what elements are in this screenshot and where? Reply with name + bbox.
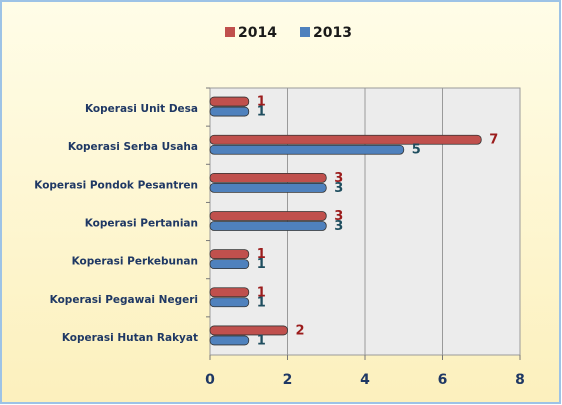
y-tick-label: Koperasi Hutan Rakyat (62, 332, 198, 344)
bar (209, 259, 250, 270)
data-label: 3 (334, 171, 343, 186)
y-tick-label: Koperasi Serba Usaha (68, 141, 198, 153)
data-label: 1 (257, 257, 266, 272)
data-label: 5 (412, 143, 421, 158)
y-tick-label: Koperasi Pegawai Negeri (50, 294, 198, 306)
data-label: 1 (257, 285, 266, 300)
data-label: 1 (257, 105, 266, 120)
data-label: 3 (334, 209, 343, 224)
data-label: 2 (296, 323, 305, 338)
data-label: 1 (257, 95, 266, 110)
data-label: 1 (257, 333, 266, 348)
y-tick-label: Koperasi Pondok Pesantren (34, 179, 198, 191)
x-tick-label: 8 (515, 372, 525, 388)
data-label: 1 (257, 247, 266, 262)
x-tick-label: 4 (360, 372, 370, 388)
bar (209, 144, 405, 155)
bar (209, 96, 250, 107)
legend-swatch (225, 27, 235, 37)
data-label: 3 (334, 181, 343, 196)
y-tick-label: Koperasi Pertanian (85, 218, 198, 230)
x-tick-label: 6 (438, 372, 448, 388)
bar (209, 325, 288, 336)
bar (209, 221, 327, 231)
bar (209, 106, 250, 117)
bar (209, 211, 327, 221)
bar (209, 297, 250, 308)
x-tick-label: 0 (205, 372, 215, 388)
bar (209, 182, 327, 193)
y-tick-label: Koperasi Perkebunan (72, 256, 198, 268)
x-tick-label: 2 (283, 372, 293, 388)
bar (209, 335, 250, 346)
y-tick-label: Koperasi Unit Desa (85, 103, 198, 115)
data-label: 3 (334, 219, 343, 234)
legend-label: 2014 (238, 25, 277, 41)
legend-label: 2013 (313, 25, 352, 41)
bar (209, 172, 327, 183)
data-label: 7 (489, 133, 498, 148)
data-label: 1 (257, 295, 266, 310)
bar (209, 287, 250, 298)
bar (209, 134, 482, 145)
bar (209, 249, 250, 260)
legend-swatch (300, 27, 310, 37)
